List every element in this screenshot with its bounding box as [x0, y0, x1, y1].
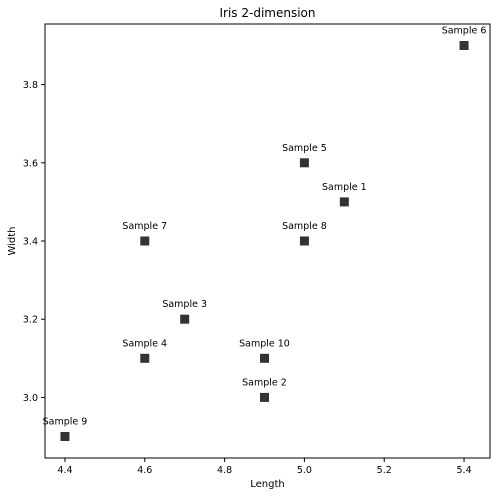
point-label: Sample 10: [239, 338, 290, 349]
plot-frame: [44, 23, 491, 459]
x-tick-label: 4.4: [57, 465, 72, 476]
x-tick-label: 5.4: [457, 465, 472, 476]
point-label: Sample 6: [442, 26, 487, 37]
data-point: [60, 431, 70, 441]
y-tick-label: 3.2: [23, 315, 38, 326]
data-point: [180, 314, 190, 324]
plot-area: 4.4 4.6 4.8 5.0 5.2 5.4 3.0 3.2 3.4 3.6 3.8 Sample …: [23, 26, 487, 476]
data-point: [260, 392, 270, 402]
y-tick-label: 3.4: [23, 237, 38, 248]
data-point: [459, 41, 469, 51]
point-label: Sample 4: [122, 338, 167, 349]
point-label: Sample 7: [122, 221, 167, 232]
x-tick-label: 5.2: [377, 465, 392, 476]
y-tick-label: 3.8: [23, 80, 38, 91]
point-label: Sample 3: [162, 299, 207, 310]
data-point: [299, 158, 309, 168]
y-tick-label: 3.6: [23, 158, 38, 169]
x-axis-label: Length: [250, 479, 285, 490]
data-point: [299, 236, 309, 246]
data-point: [260, 353, 270, 363]
chart-title: Iris 2-dimension: [220, 6, 316, 20]
y-axis-label: Width: [7, 226, 18, 255]
point-label: Sample 1: [322, 182, 367, 193]
x-tick-label: 4.8: [217, 465, 232, 476]
data-point: [339, 197, 349, 207]
point-label: Sample 8: [282, 221, 327, 232]
point-label: Sample 5: [282, 143, 327, 154]
x-tick-label: 5.0: [297, 465, 312, 476]
point-label: Sample 9: [43, 416, 88, 427]
data-point: [140, 353, 150, 363]
point-label: Sample 2: [242, 377, 287, 388]
x-tick-label: 4.6: [137, 465, 152, 476]
y-tick-label: 3.0: [23, 393, 38, 404]
data-point: [140, 236, 150, 246]
